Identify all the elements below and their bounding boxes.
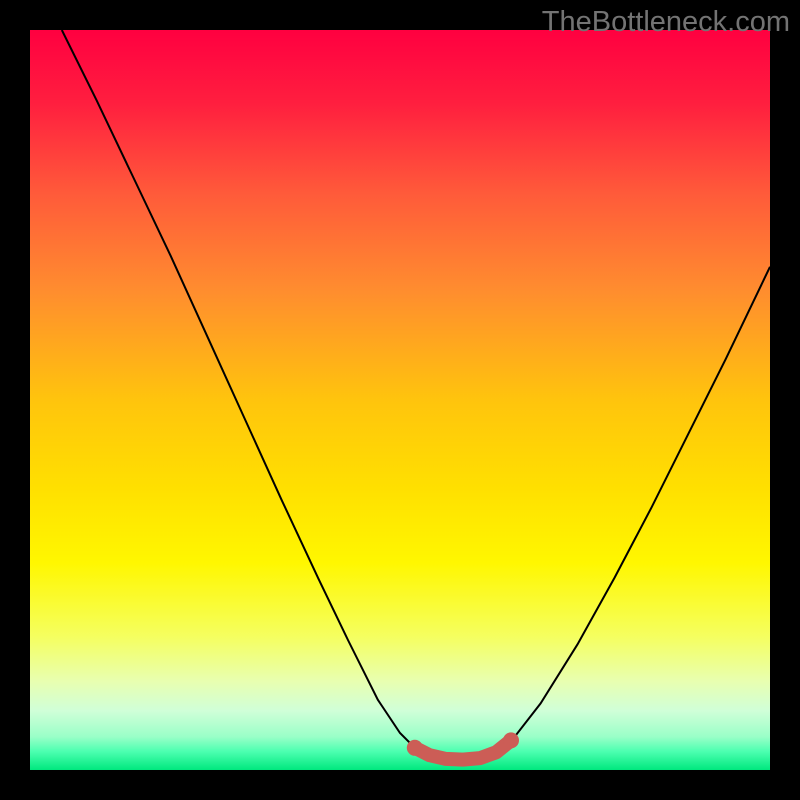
chart-svg bbox=[0, 0, 800, 800]
bottleneck-chart-frame: TheBottleneck.com bbox=[0, 0, 800, 800]
optimal-range-endpoint bbox=[407, 740, 423, 756]
optimal-range-endpoint bbox=[503, 732, 519, 748]
chart-background bbox=[30, 30, 770, 770]
